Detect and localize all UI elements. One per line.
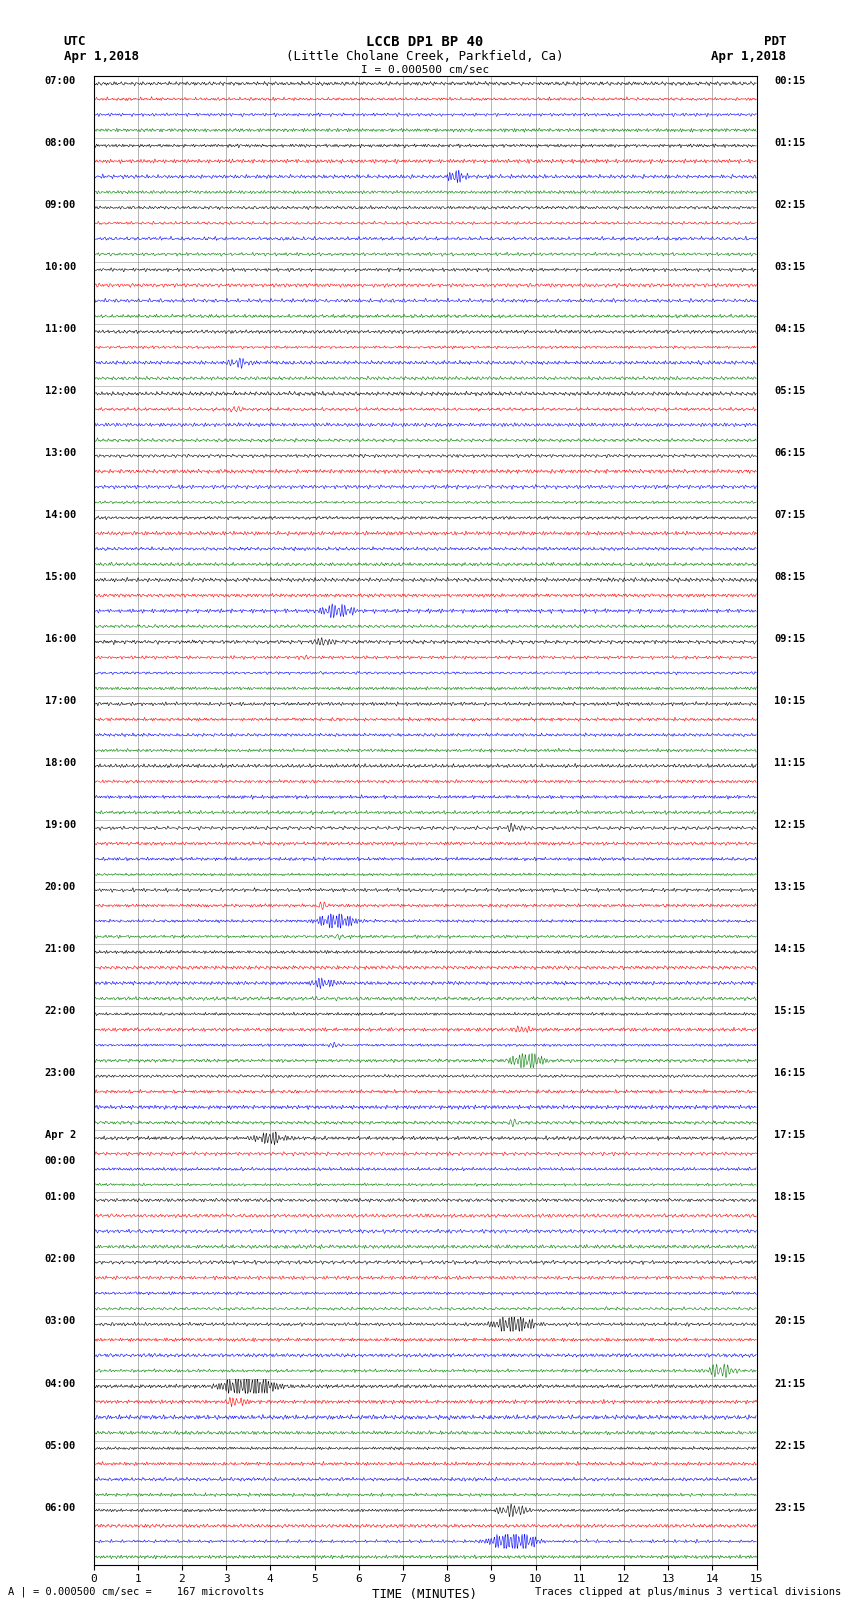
Text: 07:15: 07:15 <box>774 510 806 519</box>
Text: 22:00: 22:00 <box>44 1007 76 1016</box>
Text: 16:00: 16:00 <box>44 634 76 644</box>
Text: 19:15: 19:15 <box>774 1255 806 1265</box>
Text: PDT: PDT <box>764 35 786 48</box>
Text: 13:15: 13:15 <box>774 882 806 892</box>
Text: Apr 1,2018: Apr 1,2018 <box>711 50 786 63</box>
Text: 11:00: 11:00 <box>44 324 76 334</box>
Text: 01:00: 01:00 <box>44 1192 76 1202</box>
Text: 12:00: 12:00 <box>44 386 76 395</box>
Text: 23:00: 23:00 <box>44 1068 76 1079</box>
Text: 07:00: 07:00 <box>44 76 76 85</box>
Text: 12:15: 12:15 <box>774 821 806 831</box>
Text: 09:15: 09:15 <box>774 634 806 644</box>
Text: 08:15: 08:15 <box>774 573 806 582</box>
Text: 14:15: 14:15 <box>774 944 806 955</box>
Text: 04:15: 04:15 <box>774 324 806 334</box>
Text: Apr 1,2018: Apr 1,2018 <box>64 50 139 63</box>
Text: 17:15: 17:15 <box>774 1131 806 1140</box>
Text: LCCB DP1 BP 40: LCCB DP1 BP 40 <box>366 35 484 50</box>
Text: 21:15: 21:15 <box>774 1379 806 1389</box>
Text: A | = 0.000500 cm/sec =    167 microvolts: A | = 0.000500 cm/sec = 167 microvolts <box>8 1586 264 1597</box>
Text: 19:00: 19:00 <box>44 821 76 831</box>
Text: I = 0.000500 cm/sec: I = 0.000500 cm/sec <box>361 65 489 74</box>
Text: 06:00: 06:00 <box>44 1503 76 1513</box>
Text: 03:00: 03:00 <box>44 1316 76 1326</box>
Text: 22:15: 22:15 <box>774 1440 806 1450</box>
Text: 03:15: 03:15 <box>774 261 806 273</box>
Text: UTC: UTC <box>64 35 86 48</box>
Text: 20:00: 20:00 <box>44 882 76 892</box>
Text: 11:15: 11:15 <box>774 758 806 768</box>
Text: 21:00: 21:00 <box>44 944 76 955</box>
Text: 05:15: 05:15 <box>774 386 806 395</box>
Text: 10:15: 10:15 <box>774 697 806 706</box>
Text: 18:15: 18:15 <box>774 1192 806 1202</box>
Text: Traces clipped at plus/minus 3 vertical divisions: Traces clipped at plus/minus 3 vertical … <box>536 1587 842 1597</box>
Text: 06:15: 06:15 <box>774 448 806 458</box>
Text: 10:00: 10:00 <box>44 261 76 273</box>
Text: 15:15: 15:15 <box>774 1007 806 1016</box>
Text: 01:15: 01:15 <box>774 137 806 148</box>
Text: 14:00: 14:00 <box>44 510 76 519</box>
Text: 09:00: 09:00 <box>44 200 76 210</box>
Text: 02:00: 02:00 <box>44 1255 76 1265</box>
Text: 16:15: 16:15 <box>774 1068 806 1079</box>
Text: 05:00: 05:00 <box>44 1440 76 1450</box>
Text: 18:00: 18:00 <box>44 758 76 768</box>
Text: 13:00: 13:00 <box>44 448 76 458</box>
Text: 17:00: 17:00 <box>44 697 76 706</box>
Text: 04:00: 04:00 <box>44 1379 76 1389</box>
Text: Apr 2: Apr 2 <box>44 1131 76 1140</box>
Text: 23:15: 23:15 <box>774 1503 806 1513</box>
X-axis label: TIME (MINUTES): TIME (MINUTES) <box>372 1589 478 1602</box>
Text: 15:00: 15:00 <box>44 573 76 582</box>
Text: 00:15: 00:15 <box>774 76 806 85</box>
Text: 02:15: 02:15 <box>774 200 806 210</box>
Text: 08:00: 08:00 <box>44 137 76 148</box>
Text: 20:15: 20:15 <box>774 1316 806 1326</box>
Text: 00:00: 00:00 <box>44 1157 76 1166</box>
Text: (Little Cholane Creek, Parkfield, Ca): (Little Cholane Creek, Parkfield, Ca) <box>286 50 564 63</box>
